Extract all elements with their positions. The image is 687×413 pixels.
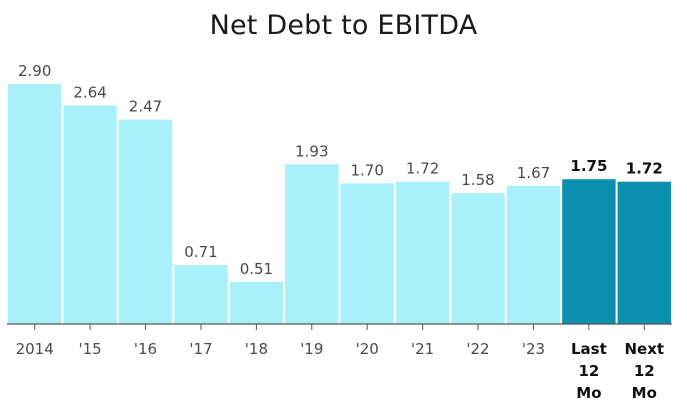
bar--23: [506, 185, 561, 324]
bar--17: [174, 265, 228, 324]
x-tick-label: Next 12 Mo: [625, 340, 665, 402]
bar--21: [395, 181, 450, 324]
x-tick-label: '18: [245, 340, 268, 358]
bar-2014: [8, 84, 62, 324]
value-label: 1.93: [295, 142, 328, 160]
x-tick-label: Last 12 Mo: [571, 340, 607, 402]
x-tick-label: '16: [134, 340, 157, 358]
x-tick-label: '15: [78, 340, 101, 358]
value-label: 1.70: [350, 161, 383, 179]
x-tick-label: '21: [411, 340, 434, 358]
bar-next-12-mo: [617, 181, 671, 324]
value-label: 1.67: [517, 164, 550, 182]
bar--16: [118, 119, 173, 324]
x-tick-label: '20: [356, 340, 379, 358]
value-label: 0.71: [184, 243, 217, 261]
x-tick-label: 2014: [16, 340, 54, 358]
bar--22: [451, 193, 505, 324]
value-label: 2.64: [73, 84, 106, 102]
value-label: 1.75: [570, 157, 607, 175]
value-label: 0.51: [240, 260, 273, 278]
value-label: 2.47: [129, 98, 162, 116]
bar--20: [340, 183, 394, 324]
x-tick-label: '17: [189, 340, 212, 358]
value-label: 1.72: [626, 160, 663, 178]
x-tick-label: '23: [522, 340, 545, 358]
bar--18: [229, 281, 284, 324]
value-label: 1.58: [461, 171, 494, 189]
value-label: 1.72: [406, 160, 439, 178]
x-tick-label: '22: [466, 340, 489, 358]
chart-title: Net Debt to EBITDA: [209, 10, 478, 41]
x-tick-label: '19: [300, 340, 323, 358]
bar--19: [285, 164, 339, 324]
bar--15: [63, 105, 117, 324]
value-label: 2.90: [18, 62, 51, 80]
bar-last-12-mo: [562, 179, 616, 324]
